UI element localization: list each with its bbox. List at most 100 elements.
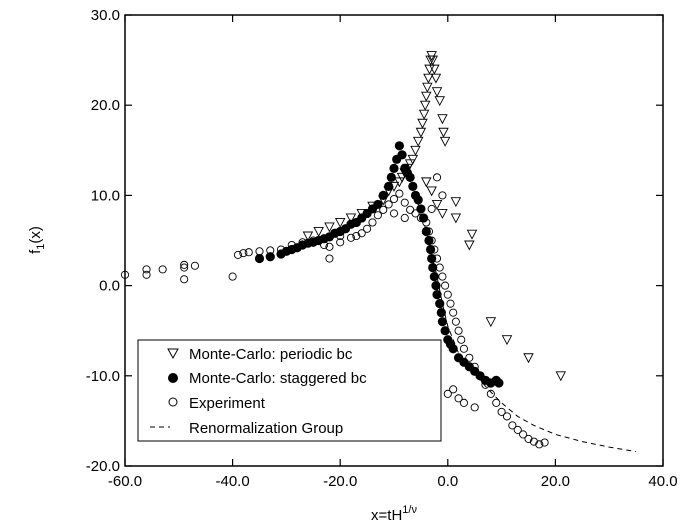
data-point-periodic — [424, 64, 435, 75]
data-point-experiment — [540, 438, 549, 447]
axis-tick-labels: -60.0 -40.0 -20.0 0.0 20.0 40.0 -20.0 -10.0 0.0 1… — [86, 7, 678, 490]
data-point-periodic — [426, 186, 437, 197]
data-point-experiment — [465, 353, 474, 362]
y-axis-title-sub: 1 — [35, 244, 47, 250]
data-point-experiment — [180, 263, 189, 272]
data-point-staggered — [440, 326, 450, 336]
data-point-periodic — [466, 229, 478, 240]
data-point-experiment — [449, 385, 458, 394]
data-point-periodic — [415, 127, 427, 138]
legend-marker-filled-circle — [168, 373, 178, 383]
y-axis-title-base: f — [27, 249, 44, 254]
data-point-experiment — [336, 238, 345, 247]
data-point-staggered — [436, 308, 446, 318]
data-point-periodic — [422, 82, 433, 93]
y-axis-title: f1(x) — [27, 226, 47, 254]
y-axis-title-tail: (x) — [27, 226, 44, 244]
data-point-experiment — [454, 326, 463, 335]
data-point-staggered — [405, 172, 415, 182]
data-point-experiment — [486, 389, 495, 398]
data-point-experiment — [368, 218, 377, 227]
y-tick-label: 0.0 — [99, 278, 120, 295]
data-point-periodic — [437, 208, 448, 219]
legend-label-staggered: Monte-Carlo: staggered bc — [189, 370, 367, 387]
data-point-periodic — [324, 222, 335, 233]
x-tick-label: 40.0 — [648, 473, 677, 490]
x-tick-label: -40.0 — [215, 473, 249, 490]
data-point-experiment — [309, 236, 318, 245]
data-point-staggered — [378, 190, 388, 200]
legend-label-rg: Renormalization Group — [189, 420, 343, 437]
data-point-experiment — [158, 265, 167, 274]
data-point-experiment — [481, 380, 490, 389]
legend-marker-triangle — [167, 348, 179, 360]
series-experiment — [120, 173, 549, 449]
data-point-experiment — [449, 308, 458, 317]
data-point-periodic — [396, 172, 408, 183]
data-point-experiment — [519, 430, 528, 439]
data-point-periodic — [439, 136, 451, 147]
data-point-periodic — [431, 199, 443, 210]
x-axis-title: x=tH1/ν — [371, 504, 417, 524]
data-point-experiment — [346, 233, 356, 242]
data-point-periodic — [438, 127, 449, 138]
series-monte-carlo-staggered-bc — [254, 141, 504, 388]
data-point-experiment — [443, 389, 452, 398]
data-point-experiment — [470, 403, 479, 412]
data-point-staggered — [373, 199, 383, 210]
data-point-periodic — [407, 154, 419, 165]
data-point-experiment — [255, 247, 264, 256]
x-tick-label: 20.0 — [541, 473, 570, 490]
data-point-staggered — [494, 378, 504, 388]
data-point-experiment — [190, 261, 199, 270]
data-point-staggered — [413, 195, 423, 205]
data-point-experiment — [363, 224, 372, 233]
legend-box — [137, 339, 442, 442]
data-point-experiment — [451, 317, 460, 326]
data-point-staggered — [386, 172, 396, 182]
data-point-periodic — [430, 73, 442, 84]
data-point-experiment — [438, 272, 447, 281]
data-point-experiment — [373, 211, 382, 220]
data-point-experiment — [457, 335, 466, 344]
data-point-experiment — [435, 263, 444, 272]
data-series — [120, 51, 637, 453]
data-point-staggered — [265, 252, 275, 262]
data-point-staggered — [418, 213, 429, 223]
data-point-periodic — [434, 96, 445, 107]
data-point-staggered — [432, 290, 442, 300]
x-tick-label: -20.0 — [323, 473, 357, 490]
data-point-experiment — [535, 440, 544, 449]
data-point-staggered — [394, 141, 404, 151]
data-point-experiment — [266, 246, 275, 255]
data-point-experiment — [325, 242, 334, 251]
data-point-experiment — [357, 229, 366, 238]
x-axis-title-sup: 1/ν — [402, 504, 417, 516]
data-point-experiment — [325, 254, 334, 263]
data-point-periodic — [437, 114, 448, 125]
data-point-experiment — [459, 398, 468, 407]
data-point-experiment — [529, 437, 538, 446]
data-point-experiment — [430, 245, 439, 254]
data-point-periodic — [555, 371, 567, 382]
legend-label-experiment: Experiment — [189, 395, 266, 412]
data-point-periodic — [345, 213, 357, 224]
data-point-experiment — [336, 231, 345, 241]
y-tick-label: -10.0 — [86, 368, 120, 385]
data-point-staggered — [437, 317, 448, 327]
data-point-periodic — [523, 353, 534, 364]
data-point-staggered — [397, 150, 407, 160]
data-point-experiment — [384, 200, 393, 209]
data-point-experiment — [432, 173, 442, 182]
data-point-staggered — [254, 253, 265, 264]
y-tick-label: 30.0 — [91, 7, 120, 24]
data-point-experiment — [427, 204, 436, 213]
plot-frame — [124, 14, 664, 467]
y-tick-label: 20.0 — [91, 97, 120, 114]
data-point-experiment — [389, 209, 399, 218]
data-point-staggered — [389, 163, 399, 173]
x-tick-label: 0.0 — [437, 473, 458, 490]
data-point-experiment — [142, 270, 151, 279]
data-point-experiment — [379, 205, 388, 214]
